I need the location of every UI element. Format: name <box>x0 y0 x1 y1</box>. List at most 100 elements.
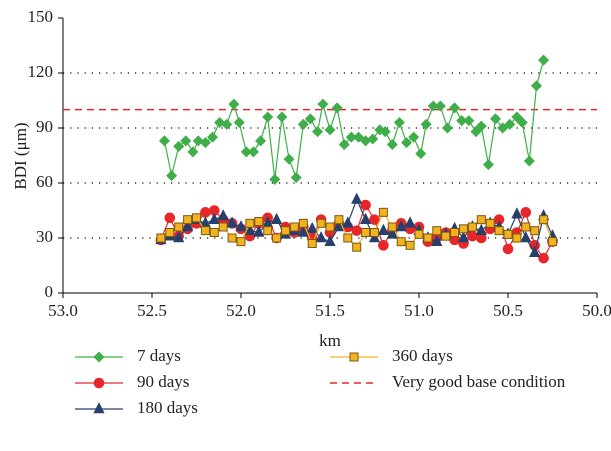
marker <box>158 135 170 147</box>
marker <box>548 237 557 247</box>
marker <box>463 115 475 127</box>
x-tick-label: 51.0 <box>404 301 434 320</box>
marker <box>312 126 324 138</box>
marker <box>467 230 478 242</box>
marker <box>523 155 535 167</box>
marker <box>497 122 509 134</box>
marker <box>200 226 210 236</box>
marker <box>214 116 226 129</box>
marker <box>324 124 336 136</box>
marker <box>414 229 424 239</box>
marker <box>441 231 451 241</box>
legend-label: 360 days <box>392 346 453 365</box>
marker <box>173 231 185 243</box>
x-tick-label: 52.5 <box>137 301 167 320</box>
marker <box>456 115 468 127</box>
marker <box>379 126 391 138</box>
marker <box>93 377 105 389</box>
legend-item: 90 days <box>75 372 189 391</box>
legend-label: 7 days <box>137 346 181 365</box>
marker <box>164 212 176 224</box>
marker <box>539 215 549 225</box>
marker <box>521 222 531 232</box>
marker <box>183 215 193 225</box>
marker <box>420 118 432 130</box>
marker <box>431 234 443 246</box>
marker <box>395 220 407 232</box>
marker <box>93 402 105 414</box>
marker <box>404 216 416 228</box>
x-tick-label: 52.0 <box>226 301 256 320</box>
marker <box>236 237 246 247</box>
marker <box>393 116 405 129</box>
marker <box>405 240 415 250</box>
marker <box>538 252 549 264</box>
legend-item: Very good base condition <box>330 372 566 391</box>
marker <box>209 228 219 237</box>
marker <box>378 207 388 217</box>
marker <box>520 231 532 243</box>
x-tick-label: 50.5 <box>493 301 523 320</box>
marker <box>247 146 259 158</box>
marker <box>235 220 247 232</box>
marker <box>369 214 380 225</box>
marker <box>494 226 504 236</box>
marker <box>467 222 477 232</box>
marker <box>530 226 540 236</box>
marker <box>352 242 362 252</box>
marker <box>378 240 389 251</box>
marker <box>529 245 541 257</box>
y-tick-label: 30 <box>36 227 53 246</box>
y-tick-label: 120 <box>28 62 54 81</box>
marker <box>173 140 185 152</box>
marker <box>516 116 528 129</box>
marker <box>396 237 406 247</box>
marker <box>245 218 255 228</box>
y-tick-label: 90 <box>36 117 53 136</box>
marker <box>386 138 398 151</box>
marker <box>208 212 220 224</box>
marker <box>306 221 318 234</box>
marker <box>401 137 413 149</box>
marker <box>427 100 439 112</box>
marker <box>276 111 288 123</box>
marker <box>441 122 453 134</box>
marker <box>386 227 398 239</box>
marker <box>360 199 371 211</box>
marker <box>325 222 335 232</box>
marker <box>367 133 379 145</box>
marker <box>503 229 513 239</box>
marker <box>470 126 482 138</box>
legend-item: 7 days <box>75 346 181 365</box>
marker <box>156 233 166 243</box>
marker <box>511 207 523 219</box>
legend-label: Very good base condition <box>392 372 566 391</box>
x-tick-label: 53.0 <box>48 301 78 320</box>
marker <box>226 216 238 228</box>
marker <box>538 54 550 66</box>
legend-item: 180 days <box>75 398 198 417</box>
y-tick-label: 150 <box>28 7 54 26</box>
marker <box>459 224 468 234</box>
marker <box>502 243 514 255</box>
marker <box>281 226 290 236</box>
marker <box>504 118 516 130</box>
marker <box>218 222 228 232</box>
marker <box>315 231 327 243</box>
marker <box>343 233 353 243</box>
marker <box>272 233 282 243</box>
marker <box>244 223 256 235</box>
marker <box>316 218 326 228</box>
marker <box>349 352 359 362</box>
marker <box>475 223 487 235</box>
marker <box>512 233 522 243</box>
marker <box>490 113 502 125</box>
y-tick-label: 60 <box>36 172 53 191</box>
marker <box>180 135 192 147</box>
marker <box>450 228 460 237</box>
marker <box>520 207 532 218</box>
marker <box>334 215 344 225</box>
marker <box>254 217 264 226</box>
marker <box>217 209 229 221</box>
marker <box>93 351 105 363</box>
